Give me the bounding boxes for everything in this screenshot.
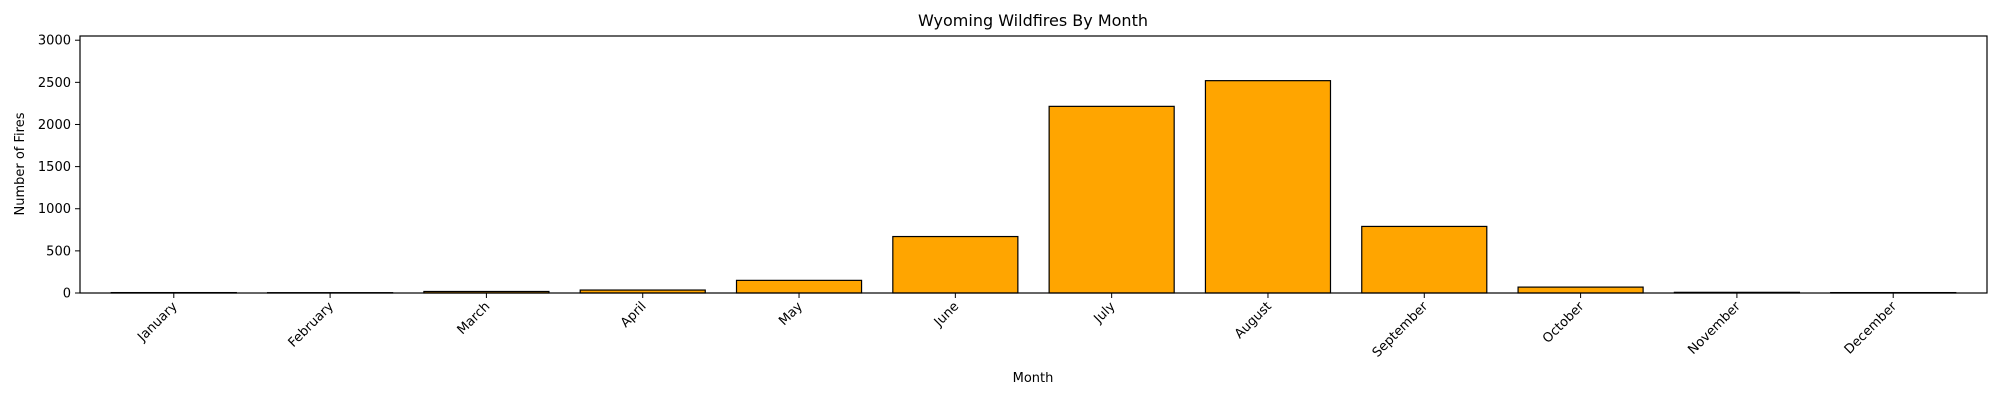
x-tick-label: December	[1842, 299, 1901, 358]
bar-july	[1048, 105, 1175, 294]
y-tick-label: 2000	[38, 118, 71, 133]
x-tick-label: May	[776, 299, 806, 329]
bar-august	[1204, 80, 1332, 294]
y-tick-label: 3000	[38, 34, 71, 49]
y-tick-label: 1000	[38, 202, 71, 217]
y-tick-label: 1500	[38, 160, 71, 175]
x-tick-label: April	[618, 299, 650, 331]
bars-group	[110, 80, 1957, 294]
chart-title: Wyoming Wildfires By Month	[918, 11, 1148, 30]
x-tick-label: June	[931, 299, 962, 330]
x-tick-label: July	[1091, 299, 1119, 327]
y-axis: 0 500 1000 1500 2000 2500 3000	[38, 34, 80, 302]
y-tick-label: 2500	[38, 76, 71, 91]
plot-frame	[79, 35, 1988, 294]
bar-september	[1361, 225, 1488, 294]
x-tick-label: October	[1540, 299, 1588, 347]
x-tick-label: September	[1370, 299, 1432, 361]
x-tick-label: January	[134, 299, 180, 345]
bar-october	[1517, 286, 1644, 294]
x-tick-label: March	[455, 299, 494, 338]
x-axis: January February March April May June July Augu…	[134, 293, 1900, 361]
bar-may	[735, 279, 863, 294]
x-axis-label: Month	[1013, 371, 1054, 386]
x-tick-label: November	[1685, 299, 1744, 358]
y-tick-label: 500	[46, 244, 71, 259]
y-axis-label: Number of Fires	[13, 112, 28, 215]
bar-june	[892, 235, 1019, 294]
x-tick-label: February	[286, 299, 338, 351]
y-tick-label: 0	[63, 287, 71, 302]
x-tick-label: August	[1232, 299, 1275, 342]
